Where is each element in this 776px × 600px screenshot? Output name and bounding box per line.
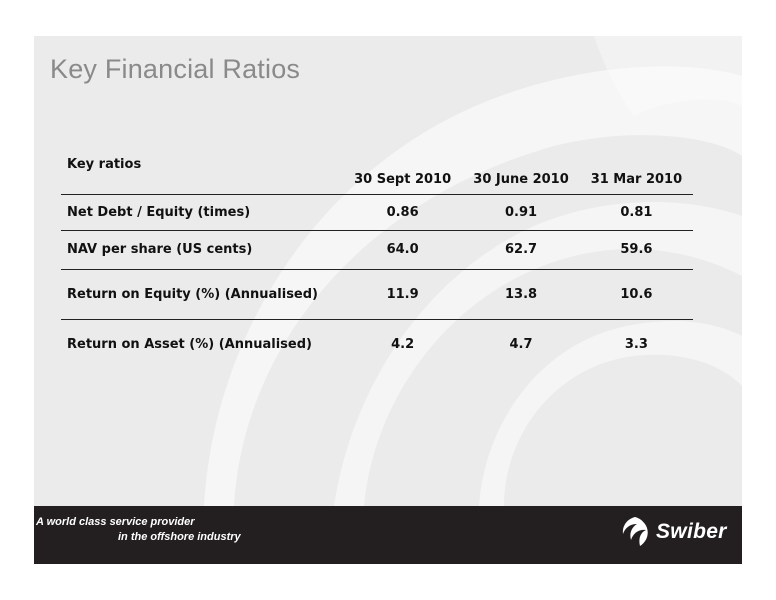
- cell-value: 4.2: [391, 336, 415, 352]
- swirl-watermark-icon: [204, 36, 742, 506]
- cell-value: 4.7: [509, 336, 533, 352]
- cell-value: 3.3: [624, 336, 648, 352]
- tagline: A world class service provider in the of…: [36, 515, 241, 545]
- tagline-line-2: in the offshore industry: [118, 531, 241, 543]
- table-row: NAV per share (US cents) 64.0 62.7 59.6: [61, 230, 693, 269]
- logo-text: Swiber: [656, 520, 727, 543]
- cell-value: 0.81: [620, 204, 653, 220]
- column-header: 31 Mar 2010: [590, 171, 683, 187]
- ratios-table: Key ratios 30 Sept 2010 30 June 2010 31 …: [61, 154, 693, 369]
- table-row: Return on Asset (%) (Annualised) 4.2 4.7…: [61, 319, 693, 369]
- table-header-row: Key ratios 30 Sept 2010 30 June 2010 31 …: [61, 154, 693, 194]
- page-title: Key Financial Ratios: [50, 54, 301, 84]
- column-header: 30 June 2010: [473, 171, 569, 187]
- content-panel: Key Financial Ratios Key ratios 30 Sept …: [34, 36, 742, 506]
- table-header-label: Key ratios: [67, 157, 142, 172]
- swiber-swirl-logo-icon: [622, 517, 648, 546]
- cell-value: 13.8: [505, 286, 538, 302]
- cell-value: 62.7: [505, 242, 538, 257]
- row-label: Return on Equity (%) (Annualised): [67, 286, 318, 302]
- table-row: Return on Equity (%) (Annualised) 11.9 1…: [61, 269, 693, 319]
- cell-value: 10.6: [620, 286, 653, 302]
- cell-value: 0.86: [386, 204, 419, 220]
- swiber-logo: Swiber: [618, 514, 746, 550]
- row-label: NAV per share (US cents): [67, 242, 253, 257]
- column-header: 30 Sept 2010: [354, 171, 452, 187]
- cell-value: 59.6: [620, 242, 653, 257]
- row-label: Net Debt / Equity (times): [67, 204, 251, 220]
- cell-value: 11.9: [386, 286, 419, 302]
- row-label: Return on Asset (%) (Annualised): [67, 336, 312, 352]
- table-row: Net Debt / Equity (times) 0.86 0.91 0.81: [61, 194, 693, 230]
- cell-value: 64.0: [386, 242, 419, 257]
- cell-value: 0.91: [505, 204, 538, 220]
- tagline-line-1: A world class service provider: [36, 516, 195, 528]
